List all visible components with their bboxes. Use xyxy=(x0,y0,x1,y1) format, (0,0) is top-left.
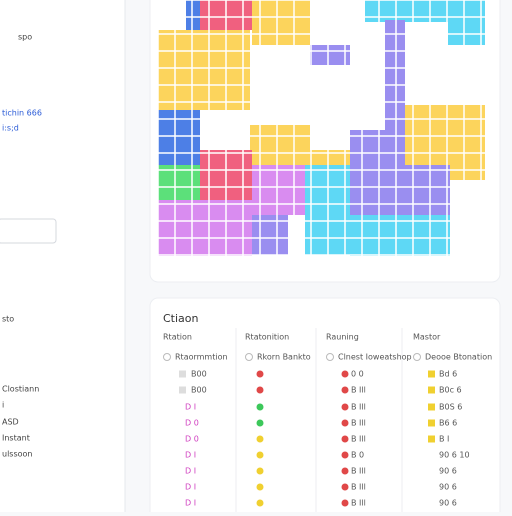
table-cell: 90 6 xyxy=(439,467,457,476)
table-cell: B6 6 xyxy=(439,419,457,428)
table-cell: Bd 6 xyxy=(439,370,457,379)
status-dot xyxy=(256,483,264,491)
table-cell: Deooe Btonation xyxy=(425,353,492,362)
table-cell: B0c 6 xyxy=(439,386,462,395)
status-dot xyxy=(256,370,264,378)
tile xyxy=(252,0,310,45)
table-cell: B Ill xyxy=(351,483,366,492)
status-icon xyxy=(428,403,435,411)
tile xyxy=(385,20,405,130)
table-cell: B00 xyxy=(191,386,207,395)
table-cell: B Ill xyxy=(351,419,366,428)
table-cell: B Ill xyxy=(351,467,366,476)
table-cell: Rtaormmtion xyxy=(175,353,228,362)
tile xyxy=(158,30,250,110)
status-dot xyxy=(256,451,264,459)
column-header: Rtatonition xyxy=(245,333,289,342)
table-cell: D I xyxy=(185,467,196,476)
sidebar xyxy=(0,0,125,512)
table-cell: D 0 xyxy=(185,435,199,444)
status-icon xyxy=(428,419,435,427)
sidebar-item[interactable]: ASD xyxy=(2,418,19,427)
table-cell: Clnest Ioweatshop xyxy=(338,353,412,362)
status-dot xyxy=(341,451,349,459)
status-dot xyxy=(341,386,349,394)
row-icon xyxy=(413,353,421,361)
status-dot xyxy=(256,386,264,394)
status-icon xyxy=(428,370,435,378)
table-cell: B I xyxy=(439,435,449,444)
table-cell: D 0 xyxy=(185,419,199,428)
status-dot xyxy=(341,419,349,427)
column-header: Rauning xyxy=(326,333,359,342)
status-dot xyxy=(256,467,264,475)
table-cell: D I xyxy=(185,403,196,412)
row-icon xyxy=(179,386,186,394)
table-cell: D I xyxy=(185,483,196,492)
table-cell: 90 6 xyxy=(439,483,457,492)
tile xyxy=(158,165,200,200)
table-cell: D I xyxy=(185,499,196,508)
tile xyxy=(186,0,200,30)
table-title: Ctiaon xyxy=(163,312,199,325)
row-icon xyxy=(179,370,186,378)
tile xyxy=(250,125,310,165)
status-dot xyxy=(256,435,264,443)
status-dot xyxy=(256,419,264,427)
table-cell: B 0 xyxy=(351,451,364,460)
table-cell: Rkorn Bankto xyxy=(257,353,311,362)
table-cell: 90 6 10 xyxy=(439,451,470,460)
column-header: Mastor xyxy=(413,333,441,342)
sidebar-item[interactable]: spo xyxy=(18,33,32,42)
sidebar-item[interactable]: sto xyxy=(2,315,14,324)
row-icon xyxy=(245,353,253,361)
sidebar-item[interactable]: Instant xyxy=(2,434,30,443)
table-cell: B00 xyxy=(191,370,207,379)
search-input[interactable] xyxy=(0,218,57,244)
row-icon xyxy=(163,353,171,361)
tile xyxy=(252,165,305,215)
table-cell: 0 0 xyxy=(351,370,364,379)
sidebar-item[interactable]: i xyxy=(2,401,4,410)
table-cell: B0S 6 xyxy=(439,403,462,412)
status-icon xyxy=(428,435,435,443)
status-dot xyxy=(341,370,349,378)
table-cell: B Ill xyxy=(351,499,366,508)
status-dot xyxy=(341,499,349,507)
table-cell: D I xyxy=(185,451,196,460)
status-dot xyxy=(341,483,349,491)
table-cell: B Ill xyxy=(351,386,366,395)
column-header: Rtation xyxy=(163,333,192,342)
table-cell: B Ill xyxy=(351,435,366,444)
status-dot xyxy=(341,467,349,475)
sidebar-item[interactable]: ulssoon xyxy=(2,450,33,459)
table-cell: B Ill xyxy=(351,403,366,412)
table-card xyxy=(149,297,501,516)
tile xyxy=(365,0,485,22)
status-icon xyxy=(428,386,435,394)
status-dot xyxy=(341,435,349,443)
sidebar-item[interactable]: Clostiann xyxy=(2,385,39,394)
tile xyxy=(350,165,450,215)
status-dot xyxy=(341,403,349,411)
sidebar-item[interactable]: i:s;d xyxy=(2,124,19,133)
row-icon xyxy=(326,353,334,361)
table-cell: 90 6 xyxy=(439,499,457,508)
tile xyxy=(310,45,350,65)
status-dot xyxy=(256,499,264,507)
status-dot xyxy=(256,403,264,411)
sidebar-item[interactable]: tichin 666 xyxy=(2,109,42,118)
tile-grid xyxy=(157,0,485,256)
